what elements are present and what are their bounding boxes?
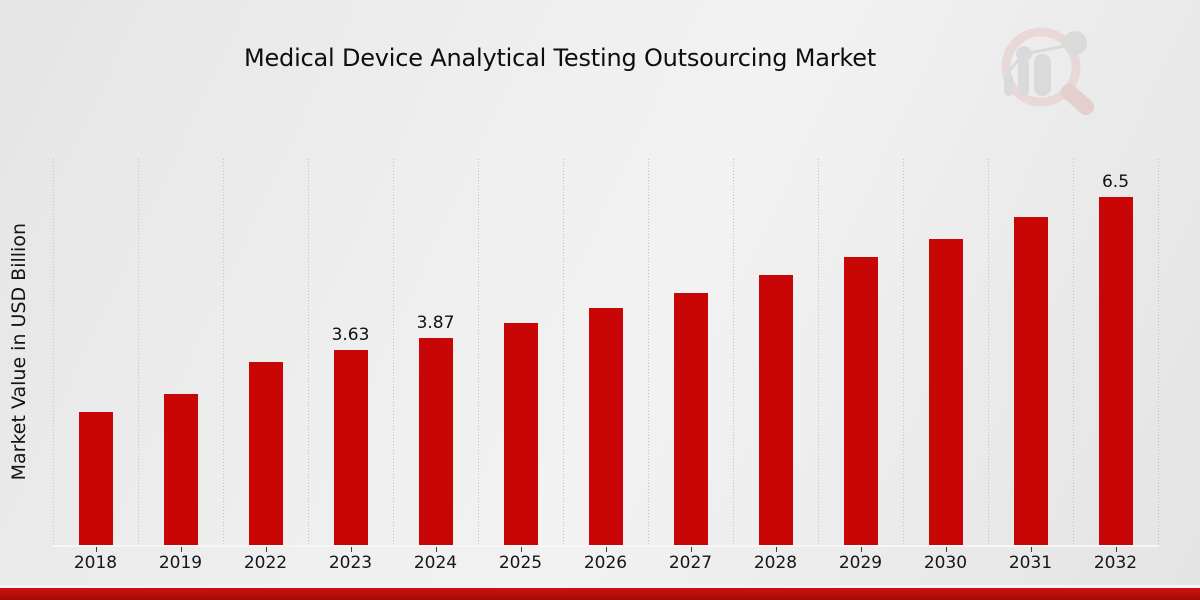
bar-2031 <box>1013 217 1048 545</box>
gridline <box>903 159 904 545</box>
bar-value-label-2024: 3.87 <box>416 312 455 333</box>
bar-2030 <box>928 238 963 545</box>
x-tick <box>180 547 182 552</box>
logo-dot-mid-icon <box>1016 46 1032 62</box>
x-tick <box>945 547 947 552</box>
bar-2022 <box>248 362 283 545</box>
x-axis-label-2030: 2030 <box>923 553 968 573</box>
gridline <box>1158 159 1159 545</box>
bar-2026 <box>588 307 623 545</box>
gridline <box>818 159 819 545</box>
bar-2032 <box>1098 196 1133 545</box>
footer-red-band <box>0 588 1200 600</box>
x-axis-label-2029: 2029 <box>838 553 883 573</box>
x-tick <box>860 547 862 552</box>
gridline <box>1073 159 1074 545</box>
x-axis-label-2022: 2022 <box>243 553 288 573</box>
x-tick <box>350 547 352 552</box>
bar-value-label-2023: 3.63 <box>331 325 370 346</box>
bar-2019 <box>163 394 198 545</box>
logo-dot-big-icon <box>1063 31 1087 55</box>
bar-2025 <box>503 322 538 545</box>
bar-2029 <box>843 256 878 545</box>
y-axis-label-wrap: Market Value in USD Billion <box>2 159 36 545</box>
magnifier-growth-chart-logo-icon <box>1001 27 1094 115</box>
x-tick <box>95 547 97 552</box>
x-axis-line <box>53 545 1159 547</box>
x-tick <box>1115 547 1117 552</box>
x-axis-label-2032: 2032 <box>1093 553 1138 573</box>
bar-2018 <box>78 411 113 545</box>
x-axis-label-2027: 2027 <box>668 553 713 573</box>
x-axis-label-2023: 2023 <box>328 553 373 573</box>
magnifier-handle-icon <box>1061 84 1094 115</box>
footer-separator <box>0 585 1200 588</box>
bar-value-label-2032: 6.5 <box>1101 171 1130 192</box>
gridline <box>223 159 224 545</box>
x-tick <box>435 547 437 552</box>
gridline <box>138 159 139 545</box>
bar-2023 <box>333 350 368 545</box>
gridline <box>988 159 989 545</box>
x-axis-label-2018: 2018 <box>73 553 118 573</box>
gridline <box>393 159 394 545</box>
x-tick <box>605 547 607 552</box>
logo-bar-small-icon <box>1004 73 1013 96</box>
gridline <box>733 159 734 545</box>
gridline <box>308 159 309 545</box>
x-axis-label-2024: 2024 <box>413 553 458 573</box>
logo-bar-tall-icon <box>1034 54 1051 96</box>
x-tick <box>1030 547 1032 552</box>
x-axis-label-2019: 2019 <box>158 553 203 573</box>
bar-2027 <box>673 292 708 545</box>
gridline <box>563 159 564 545</box>
logo-bar-medium-icon <box>1018 59 1029 96</box>
chart-title: Medical Device Analytical Testing Outsou… <box>243 44 877 72</box>
x-tick <box>520 547 522 552</box>
bar-2024 <box>418 337 453 545</box>
x-axis-label-2026: 2026 <box>583 553 628 573</box>
x-axis-label-2028: 2028 <box>753 553 798 573</box>
x-tick <box>265 547 267 552</box>
gridline <box>478 159 479 545</box>
gridline <box>648 159 649 545</box>
bar-2028 <box>758 275 793 545</box>
x-tick <box>775 547 777 552</box>
x-axis-label-2031: 2031 <box>1008 553 1053 573</box>
magnifier-ring-icon <box>1001 27 1081 107</box>
x-axis-label-2025: 2025 <box>498 553 543 573</box>
x-tick <box>690 547 692 552</box>
y-axis-label: Market Value in USD Billion <box>8 223 30 481</box>
gridline <box>53 159 54 545</box>
plot-area: 3.63 3.87 6.5 <box>53 159 1159 545</box>
